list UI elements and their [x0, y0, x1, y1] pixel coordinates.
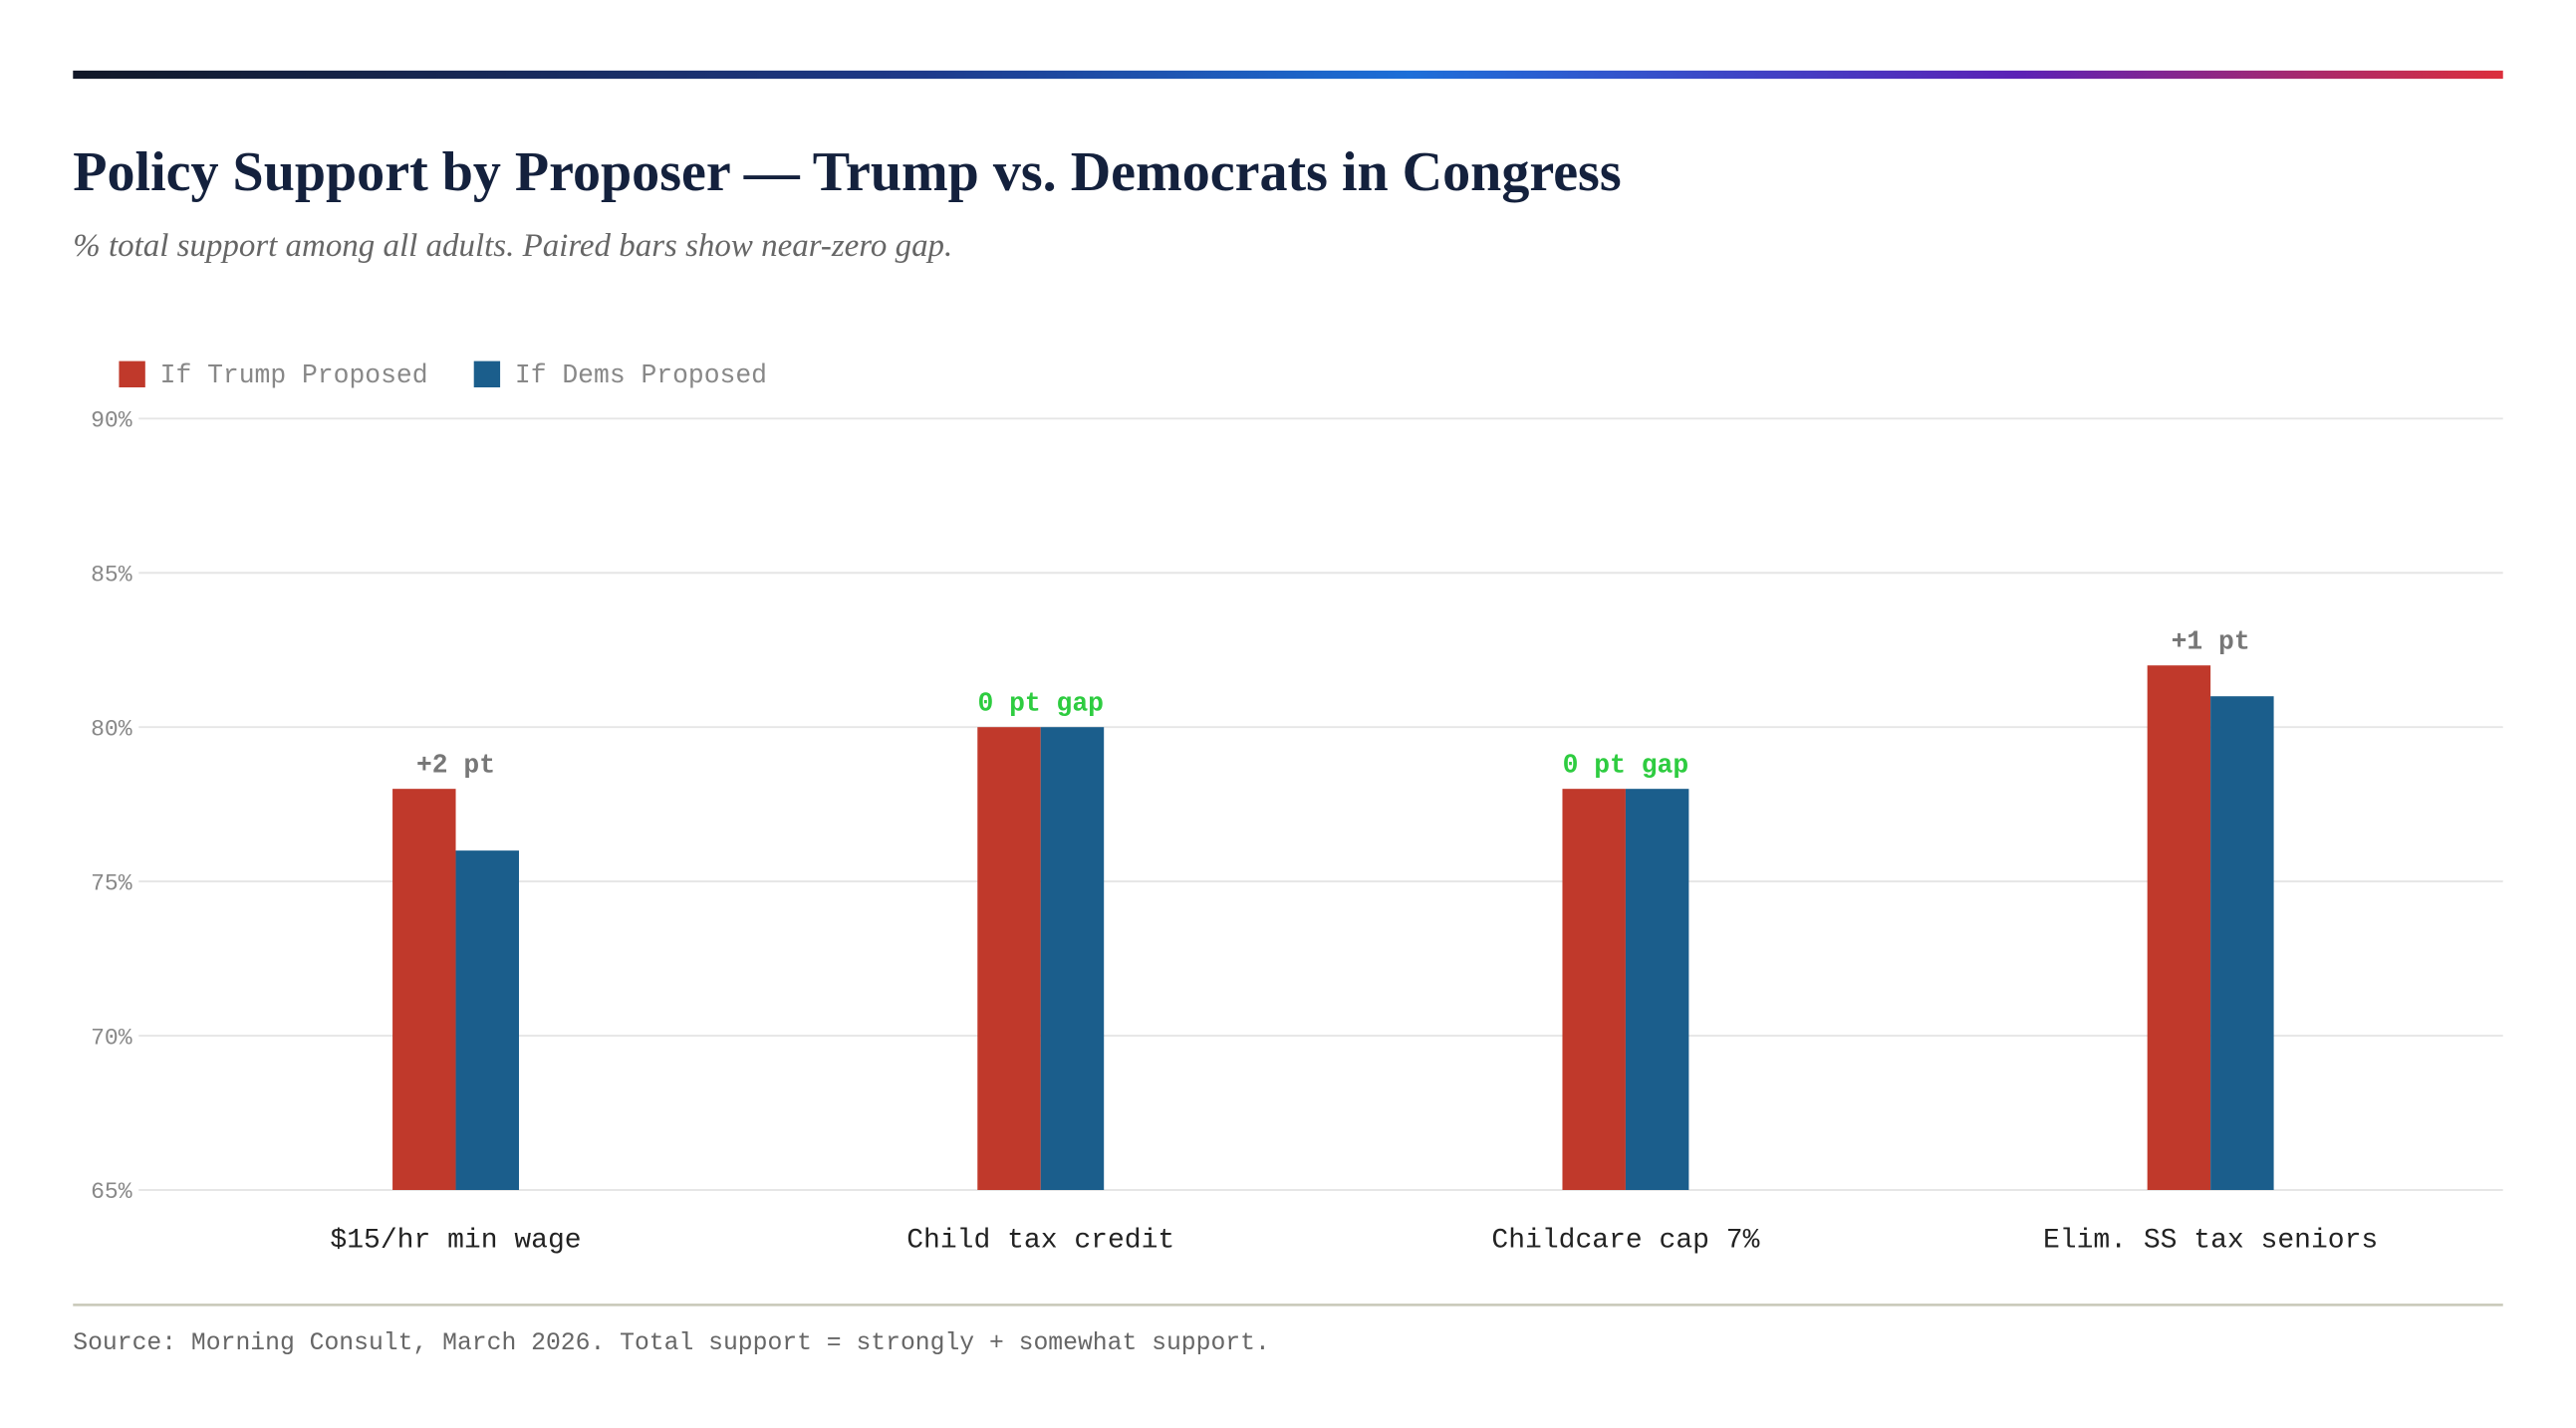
y-tick-label: 65% [91, 1179, 132, 1205]
legend-swatch [119, 360, 145, 387]
y-tick-label: 85% [91, 562, 132, 588]
chart-subtitle: % total support among all adults. Paired… [73, 228, 952, 264]
y-tick-label: 90% [91, 408, 132, 434]
x-tick-label: $15/hr min wage [330, 1226, 581, 1257]
bar [977, 727, 1041, 1190]
gap-annotation: 0 pt gap [977, 689, 1104, 719]
y-tick-label: 75% [91, 870, 132, 896]
x-tick-label: Childcare cap 7% [1491, 1226, 1759, 1257]
gap-annotation: +1 pt [2172, 627, 2250, 657]
bar [1040, 727, 1105, 1190]
y-tick-label: 70% [91, 1025, 132, 1051]
x-tick-label: Child tax credit [906, 1226, 1174, 1257]
x-tick-label: Elim. SS tax seniors [2043, 1226, 2378, 1257]
y-tick-label: 80% [91, 716, 132, 742]
bar [455, 850, 519, 1190]
gap-annotation: 0 pt gap [1563, 751, 1689, 781]
bar [2147, 665, 2211, 1190]
bar [1562, 789, 1626, 1190]
bar [392, 789, 456, 1190]
source-note: Source: Morning Consult, March 2026. Tot… [73, 1329, 1270, 1357]
bar [1625, 789, 1689, 1190]
bar [2210, 696, 2274, 1190]
legend-swatch [473, 360, 501, 387]
top-rule [73, 70, 2503, 80]
legend-label: If Dems Proposed [515, 360, 767, 390]
gap-annotation: +2 pt [416, 751, 495, 781]
legend-label: If Trump Proposed [160, 360, 428, 390]
chart-title: Policy Support by Proposer — Trump vs. D… [73, 141, 1621, 203]
